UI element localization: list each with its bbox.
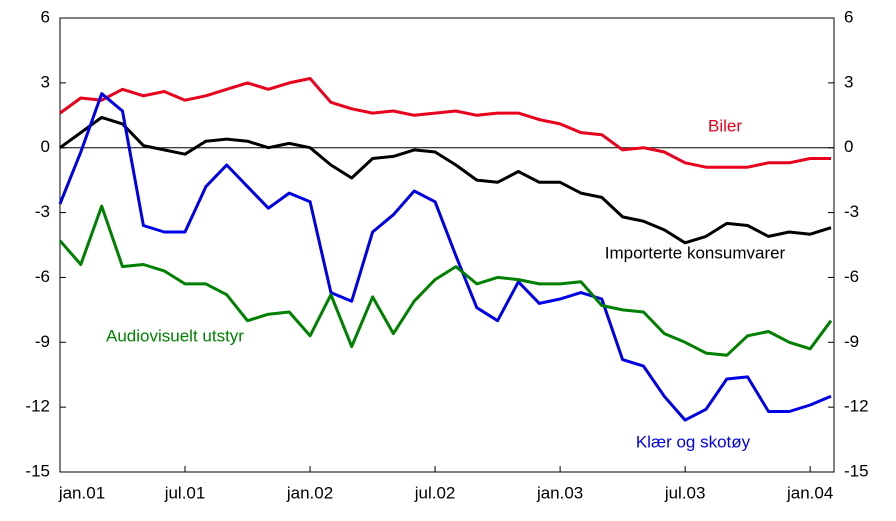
plot-frame xyxy=(59,17,835,473)
series-line xyxy=(59,115,832,245)
y-tick-label: 6 xyxy=(41,7,50,26)
x-tick-label: jul.01 xyxy=(164,483,206,502)
y2-tick-label: -9 xyxy=(844,332,859,351)
y2-tick-label: -3 xyxy=(844,202,859,221)
x-tick-label: jan.02 xyxy=(286,483,333,502)
x-tick-label: jul.02 xyxy=(414,483,456,502)
y2-tick-label: -15 xyxy=(844,461,869,480)
series-label: Biler xyxy=(708,116,742,135)
series-label: Klær og skotøy xyxy=(636,432,751,451)
y2-tick-label: -12 xyxy=(844,397,869,416)
series-label: Importerte konsumvarer xyxy=(605,243,786,262)
x-tick-label: jan.01 xyxy=(58,483,105,502)
y-tick-label: 0 xyxy=(41,137,50,156)
y-tick-label: 3 xyxy=(41,72,50,91)
y2-tick-label: 0 xyxy=(844,137,853,156)
x-tick-label: jan.04 xyxy=(786,483,833,502)
y-tick-label: -3 xyxy=(35,202,50,221)
x-tick-label: jan.03 xyxy=(536,483,583,502)
y-tick-label: -6 xyxy=(35,267,50,286)
series-label: Audiovisuelt utstyr xyxy=(106,326,244,345)
y-tick-label: -15 xyxy=(25,461,50,480)
y-tick-label: -12 xyxy=(25,397,50,416)
series-line xyxy=(58,92,832,422)
y2-tick-label: 3 xyxy=(844,72,853,91)
y2-tick-label: -6 xyxy=(844,267,859,286)
y-tick-label: -9 xyxy=(35,332,50,351)
series-line xyxy=(59,77,831,169)
x-tick-label: jul.03 xyxy=(664,483,706,502)
y2-tick-label: 6 xyxy=(844,7,853,26)
series-line xyxy=(58,204,833,357)
